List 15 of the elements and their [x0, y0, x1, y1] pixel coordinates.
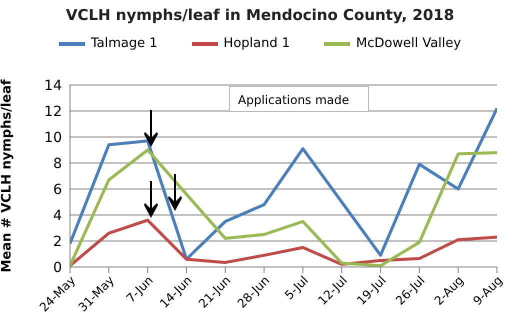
- y-tick-label: 0: [53, 260, 62, 276]
- y-tick-label: 8: [53, 156, 62, 172]
- y-axis-title: Mean # VCLH nymphs/leaf: [0, 79, 15, 273]
- y-tick-label: 4: [53, 208, 62, 224]
- y-tick-label: 14: [44, 78, 62, 94]
- y-tick-label: 2: [53, 234, 62, 250]
- chart-title: VCLH nymphs/leaf in Mendocino County, 2018: [64, 6, 456, 24]
- line-series: [70, 106, 497, 261]
- note-box: Applications made: [229, 86, 369, 112]
- legend-label: Hopland 1: [224, 36, 290, 51]
- legend-label: McDowell Valley: [356, 36, 462, 51]
- y-tick-label: 10: [44, 130, 62, 146]
- y-tick-label: 12: [44, 104, 62, 120]
- legend-label: Talmage 1: [90, 36, 158, 51]
- y-tick-label: 6: [53, 182, 62, 198]
